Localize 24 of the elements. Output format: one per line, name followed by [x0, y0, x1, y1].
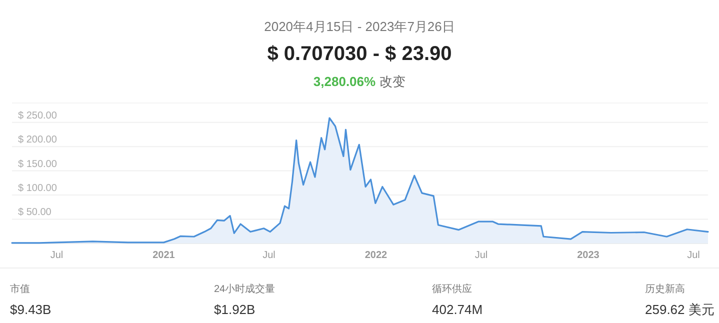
x-tick-label: Jul: [687, 250, 700, 261]
x-tick-label: Jul: [262, 250, 276, 261]
x-tick-label: 2021: [152, 250, 176, 261]
text: 3,280.06%: [313, 74, 376, 89]
y-tick-label: $ 50.00: [18, 207, 52, 218]
chart-subtitle: $ 0.707030 - $ 23.90: [267, 43, 452, 65]
text: $9.43B: [10, 302, 52, 317]
text: 历史新高: [645, 283, 685, 295]
y-tick-label: $ 100.00: [18, 182, 58, 194]
x-tick-label: 2022: [364, 250, 388, 261]
x-tick-label: Jul: [50, 250, 64, 261]
text: 24小时成交量: [214, 283, 276, 295]
text: 402.74M: [432, 302, 483, 317]
chart-title: 2020年4月15日 - 2023年7月26日: [264, 19, 455, 34]
y-tick-label: $ 250.00: [18, 110, 58, 122]
text: 改变: [380, 74, 406, 89]
text: 循环供应: [432, 283, 472, 295]
text: 259.62 美元: [645, 302, 714, 317]
text: 市值: [10, 283, 30, 295]
x-tick-label: 2023: [577, 250, 600, 261]
y-tick-label: $ 150.00: [18, 158, 58, 170]
y-tick-label: $ 200.00: [18, 134, 58, 146]
x-tick-label: Jul: [474, 250, 488, 261]
text: $1.92B: [214, 302, 256, 317]
